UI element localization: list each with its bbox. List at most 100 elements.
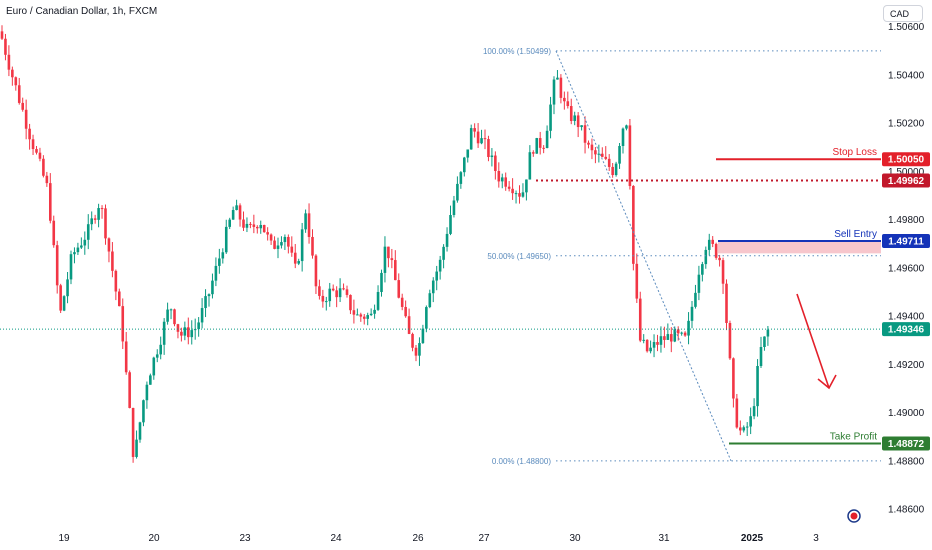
sell-entry-price-label-bg bbox=[882, 234, 930, 249]
stop-loss-label: Stop Loss bbox=[833, 147, 877, 158]
sell-entry-zone bbox=[718, 241, 881, 254]
fib-level-label: 100.00% (1.50499) bbox=[483, 47, 551, 56]
y-tick-label: 1.50600 bbox=[888, 22, 925, 33]
candle-body bbox=[707, 239, 711, 250]
candle-body bbox=[528, 152, 532, 180]
x-tick-label: 20 bbox=[148, 533, 160, 544]
candle-body bbox=[532, 152, 535, 154]
currency-button[interactable]: CAD bbox=[883, 5, 923, 22]
candle-body bbox=[107, 238, 111, 252]
candle-body bbox=[504, 177, 507, 187]
candle-body bbox=[404, 306, 407, 317]
x-tick-label: 23 bbox=[239, 533, 251, 544]
candle-body bbox=[38, 152, 42, 159]
candle-body bbox=[325, 301, 328, 303]
candle-body bbox=[297, 261, 300, 264]
candle-body bbox=[621, 128, 625, 146]
candle-body bbox=[62, 296, 66, 311]
candle-body bbox=[435, 271, 438, 281]
candle-body bbox=[752, 406, 756, 417]
indicator-icon-dot bbox=[850, 512, 858, 520]
candle-body bbox=[656, 342, 659, 345]
candle-body bbox=[166, 309, 169, 322]
candle-body bbox=[280, 242, 283, 246]
candle-body bbox=[242, 219, 245, 228]
x-tick-label: 2025 bbox=[741, 533, 764, 544]
candle-body bbox=[556, 77, 559, 80]
candle-body bbox=[300, 229, 304, 262]
candle-body bbox=[366, 315, 369, 319]
candle-body bbox=[618, 145, 621, 164]
y-tick-label: 1.49200 bbox=[888, 360, 925, 371]
candle-body bbox=[162, 321, 166, 345]
current-price-label: 1.49346 bbox=[888, 325, 925, 336]
candle-body bbox=[114, 270, 118, 292]
chart-title: Euro / Canadian Dollar, 1h, FXCM bbox=[6, 6, 158, 17]
take-profit-label: Take Profit bbox=[830, 431, 877, 442]
candle-body bbox=[256, 226, 259, 229]
candle-body bbox=[331, 288, 335, 291]
candle-body bbox=[659, 336, 663, 345]
candle-body bbox=[149, 375, 152, 385]
candle-body bbox=[204, 296, 207, 309]
candle-body bbox=[24, 109, 28, 129]
candle-body bbox=[507, 186, 511, 189]
candle-body bbox=[187, 327, 190, 338]
x-tick-label: 31 bbox=[658, 533, 670, 544]
candle-body bbox=[425, 307, 428, 329]
candle-body bbox=[511, 188, 514, 194]
candle-body bbox=[466, 149, 470, 158]
candle-body bbox=[345, 289, 349, 295]
candle-body bbox=[52, 220, 56, 246]
candle-body bbox=[497, 170, 501, 182]
candle-body bbox=[83, 239, 87, 246]
candle-body bbox=[228, 219, 231, 227]
candle-body bbox=[318, 286, 321, 296]
candle-body bbox=[131, 407, 135, 457]
candle-body bbox=[111, 251, 114, 271]
arrow-head bbox=[817, 374, 837, 390]
candle-body bbox=[387, 246, 390, 259]
candle-body bbox=[290, 246, 294, 253]
candle-body bbox=[580, 125, 583, 128]
candle-body bbox=[142, 400, 145, 423]
candle-body bbox=[349, 294, 352, 311]
fib-level-label: 50.00% (1.49650) bbox=[487, 252, 551, 261]
candle-body bbox=[190, 330, 194, 338]
candle-body bbox=[590, 144, 594, 151]
candle-body bbox=[394, 260, 397, 281]
candle-body bbox=[86, 224, 90, 240]
y-tick-label: 1.50200 bbox=[888, 119, 925, 130]
candle-body bbox=[611, 166, 614, 176]
candle-body bbox=[173, 309, 176, 325]
candle-body bbox=[438, 259, 442, 272]
candle-body bbox=[666, 334, 670, 340]
x-tick-label: 26 bbox=[412, 533, 424, 544]
candle-body bbox=[276, 245, 280, 249]
candle-body bbox=[697, 274, 701, 293]
candle-body bbox=[59, 285, 62, 311]
candle-body bbox=[542, 147, 545, 149]
candle-body bbox=[359, 314, 363, 317]
candle-body bbox=[407, 316, 411, 334]
candle-body bbox=[518, 193, 521, 197]
candle-body bbox=[414, 347, 418, 356]
candle-body bbox=[231, 210, 235, 220]
stop-dotted-price-label-bg bbox=[882, 173, 930, 188]
candle-body bbox=[721, 260, 725, 284]
candle-body bbox=[28, 128, 31, 140]
x-tick-label: 24 bbox=[330, 533, 342, 544]
candle-body bbox=[21, 102, 24, 110]
candle-body bbox=[728, 322, 732, 359]
candle-body bbox=[452, 200, 456, 216]
candle-body bbox=[183, 327, 187, 336]
candle-body bbox=[221, 252, 225, 259]
candle-body bbox=[576, 115, 580, 128]
candle-body bbox=[0, 31, 4, 39]
candle-body bbox=[545, 130, 549, 149]
candle-body bbox=[252, 224, 256, 227]
candle-body bbox=[235, 205, 238, 211]
candle-body bbox=[218, 258, 221, 266]
candle-body bbox=[714, 243, 718, 258]
